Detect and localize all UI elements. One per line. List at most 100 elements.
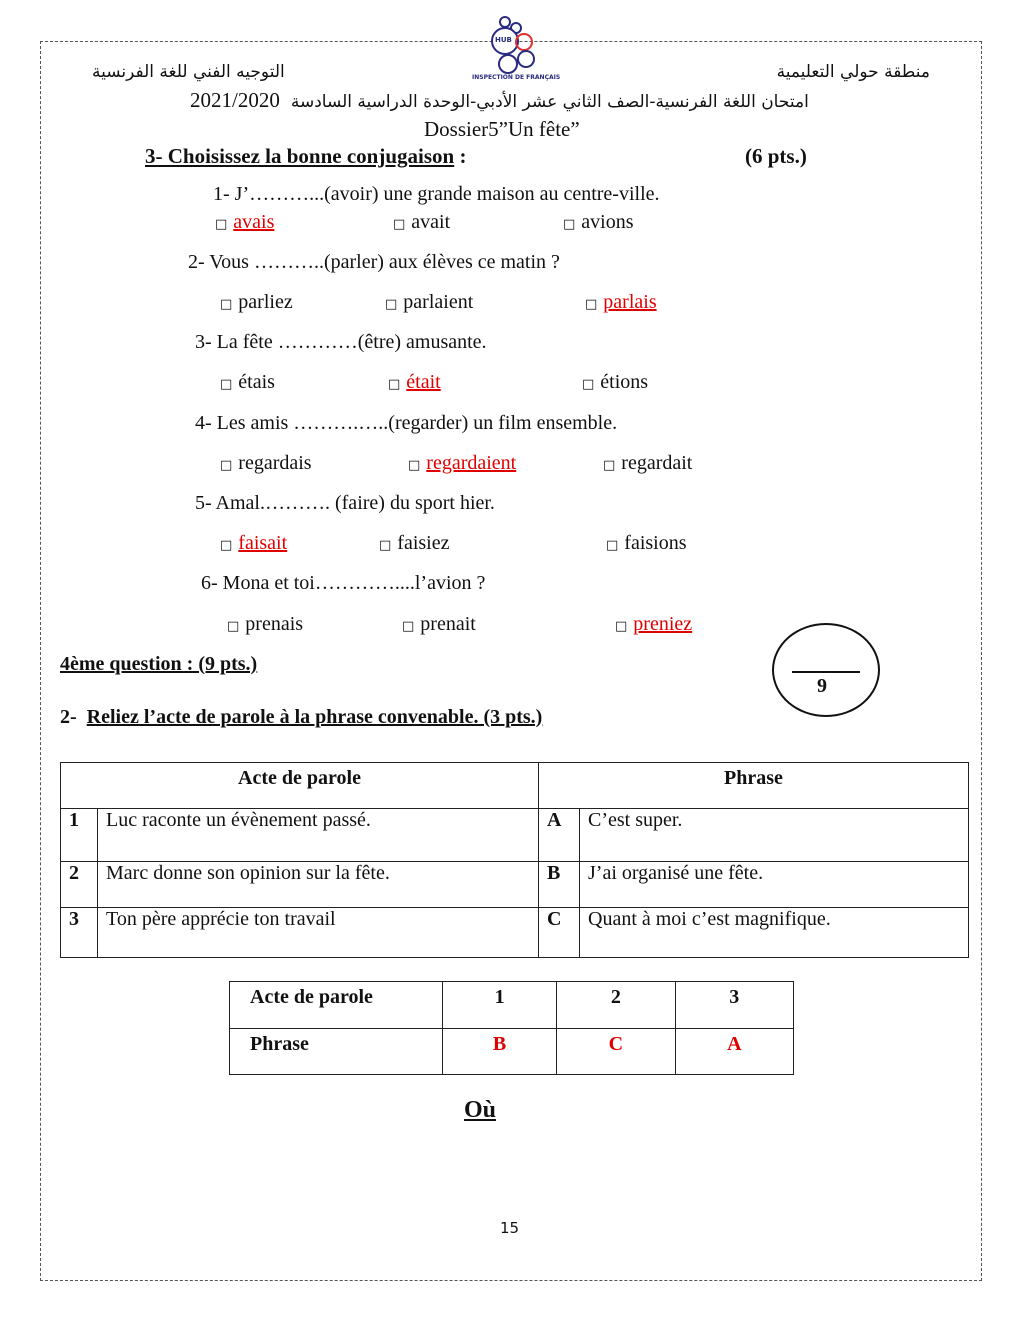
sub-title: Reliez l’acte de parole à la phrase conv… xyxy=(86,706,543,728)
correct-option-label: regardaient xyxy=(426,452,517,474)
correct-option-label: était xyxy=(406,371,441,393)
option[interactable]: □ parliez xyxy=(220,291,293,314)
acte-cell: Ton père apprécie ton travail xyxy=(97,907,539,958)
option[interactable]: □ étais xyxy=(220,371,275,394)
phrase-cell: J’ai organisé une fête. xyxy=(579,861,969,908)
option-label: étions xyxy=(600,371,649,393)
checkbox-icon[interactable]: □ xyxy=(379,538,392,553)
option[interactable]: □ preniez xyxy=(615,613,692,636)
option[interactable]: □ faisait xyxy=(220,532,287,555)
col-header: 3 xyxy=(674,981,795,1029)
option-label: avions xyxy=(581,211,634,233)
section4-title: 4ème question : (9 pts.) xyxy=(60,653,258,675)
option-label: étais xyxy=(238,371,275,393)
row-num: 3 xyxy=(60,907,98,958)
page-number: 15 xyxy=(500,1219,520,1237)
option-label: faisiez xyxy=(397,532,450,554)
checkbox-icon[interactable]: □ xyxy=(615,619,628,634)
checkbox-icon[interactable]: □ xyxy=(563,217,576,232)
row-letter: A xyxy=(538,808,580,862)
acte-cell: Marc donne son opinion sur la fête. xyxy=(97,861,539,908)
option-label: prenait xyxy=(420,613,476,635)
question-text: 4- Les amis ……….…..(regarder) un film en… xyxy=(195,412,618,434)
answer-cell: C xyxy=(556,1028,676,1075)
colon: : xyxy=(459,144,467,168)
checkbox-icon[interactable]: □ xyxy=(388,377,401,392)
row-num: 1 xyxy=(60,808,98,862)
option-label: avait xyxy=(411,211,451,233)
option[interactable]: □ faisions xyxy=(606,532,687,555)
option[interactable]: □ prenais xyxy=(227,613,303,636)
score-line xyxy=(792,671,860,673)
exam-year: 2021/2020 xyxy=(190,88,280,112)
option[interactable]: □ avions xyxy=(563,211,634,234)
answer-cell: A xyxy=(674,1028,795,1075)
option[interactable]: □ parlais xyxy=(585,291,657,314)
option-label: parlaient xyxy=(403,291,474,313)
header-phrase: Phrase xyxy=(538,762,969,809)
option-label: faisions xyxy=(624,532,687,554)
correct-option-label: faisait xyxy=(238,532,288,554)
question-text: 1- J’………...(avoir) une grande maison au … xyxy=(213,183,660,205)
checkbox-icon[interactable]: □ xyxy=(385,297,398,312)
checkbox-icon[interactable]: □ xyxy=(582,377,595,392)
option[interactable]: □ regardaient xyxy=(408,452,516,475)
checkbox-icon[interactable]: □ xyxy=(220,458,233,473)
correct-option-label: parlais xyxy=(603,291,657,313)
exam-title: 2021/2020 امتحان اللغة الفرنسية-الصف الث… xyxy=(190,88,809,113)
checkbox-icon[interactable]: □ xyxy=(215,217,228,232)
checkbox-icon[interactable]: □ xyxy=(585,297,598,312)
question-text: 5- Amal.………. (faire) du sport hier. xyxy=(195,492,495,514)
option[interactable]: □ prenait xyxy=(402,613,476,636)
dossier-title: Dossier5”Un fête” xyxy=(424,117,580,141)
option[interactable]: □ étions xyxy=(582,371,648,394)
section3-title: 3- Choisissez la bonne conjugaison : xyxy=(145,144,466,169)
exam-arabic: امتحان اللغة الفرنسية-الصف الثاني عشر ال… xyxy=(290,92,809,112)
option[interactable]: □ regardais xyxy=(220,452,312,475)
question-text: 3- La fête …………(être) amusante. xyxy=(195,331,487,353)
option[interactable]: □ avait xyxy=(393,211,450,234)
option[interactable]: □ parlaient xyxy=(385,291,473,314)
option-label: regardait xyxy=(621,452,693,474)
section3-title-text: 3- Choisissez la bonne conjugaison xyxy=(145,144,455,168)
section3-points: (6 pts.) xyxy=(745,144,807,168)
score-circle: 9 xyxy=(772,623,880,717)
checkbox-icon[interactable]: □ xyxy=(408,458,421,473)
answer-table: Acte de parole 1 2 3 Phrase B C A xyxy=(229,981,795,1075)
col-header: 2 xyxy=(556,981,676,1029)
col-header: 1 xyxy=(441,981,558,1029)
logo-circles-icon xyxy=(491,16,535,74)
checkbox-icon[interactable]: □ xyxy=(227,619,240,634)
acte-cell: Luc raconte un évènement passé. xyxy=(97,808,539,862)
answer-cell: B xyxy=(441,1028,558,1075)
match-table: Acte de parole Phrase 1 Luc raconte un évè… xyxy=(60,762,969,958)
phrase-cell: C’est super. xyxy=(579,808,969,862)
phrase-cell: Quant à moi c’est magnifique. xyxy=(579,907,969,958)
logo-badge: HUB xyxy=(495,36,512,44)
row-label-phrase: Phrase xyxy=(229,1028,443,1075)
header-left: التوجيه الفني للغة الفرنسية xyxy=(92,62,285,82)
checkbox-icon[interactable]: □ xyxy=(220,538,233,553)
checkbox-icon[interactable]: □ xyxy=(603,458,616,473)
option[interactable]: □ faisiez xyxy=(379,532,449,555)
checkbox-icon[interactable]: □ xyxy=(606,538,619,553)
row-letter: B xyxy=(538,861,580,908)
header-right: منطقة حولي التعليمية xyxy=(776,62,930,82)
checkbox-icon[interactable]: □ xyxy=(220,297,233,312)
option-label: regardais xyxy=(238,452,312,474)
option[interactable]: □ avais xyxy=(215,211,274,234)
checkbox-icon[interactable]: □ xyxy=(402,619,415,634)
row-label-acte: Acte de parole xyxy=(229,981,443,1029)
option-label: parliez xyxy=(238,291,293,313)
question-text: 2- Vous ………..(parler) aux élèves ce mati… xyxy=(188,251,560,273)
option[interactable]: □ regardait xyxy=(603,452,692,475)
checkbox-icon[interactable]: □ xyxy=(393,217,406,232)
row-num: 2 xyxy=(60,861,98,908)
logo-text: INSPECTION DE FRANÇAIS xyxy=(472,74,561,81)
option[interactable]: □ était xyxy=(388,371,441,394)
checkbox-icon[interactable]: □ xyxy=(220,377,233,392)
ou-heading: Où xyxy=(464,1097,497,1123)
header-acte: Acte de parole xyxy=(60,762,539,809)
option-label: prenais xyxy=(245,613,304,635)
